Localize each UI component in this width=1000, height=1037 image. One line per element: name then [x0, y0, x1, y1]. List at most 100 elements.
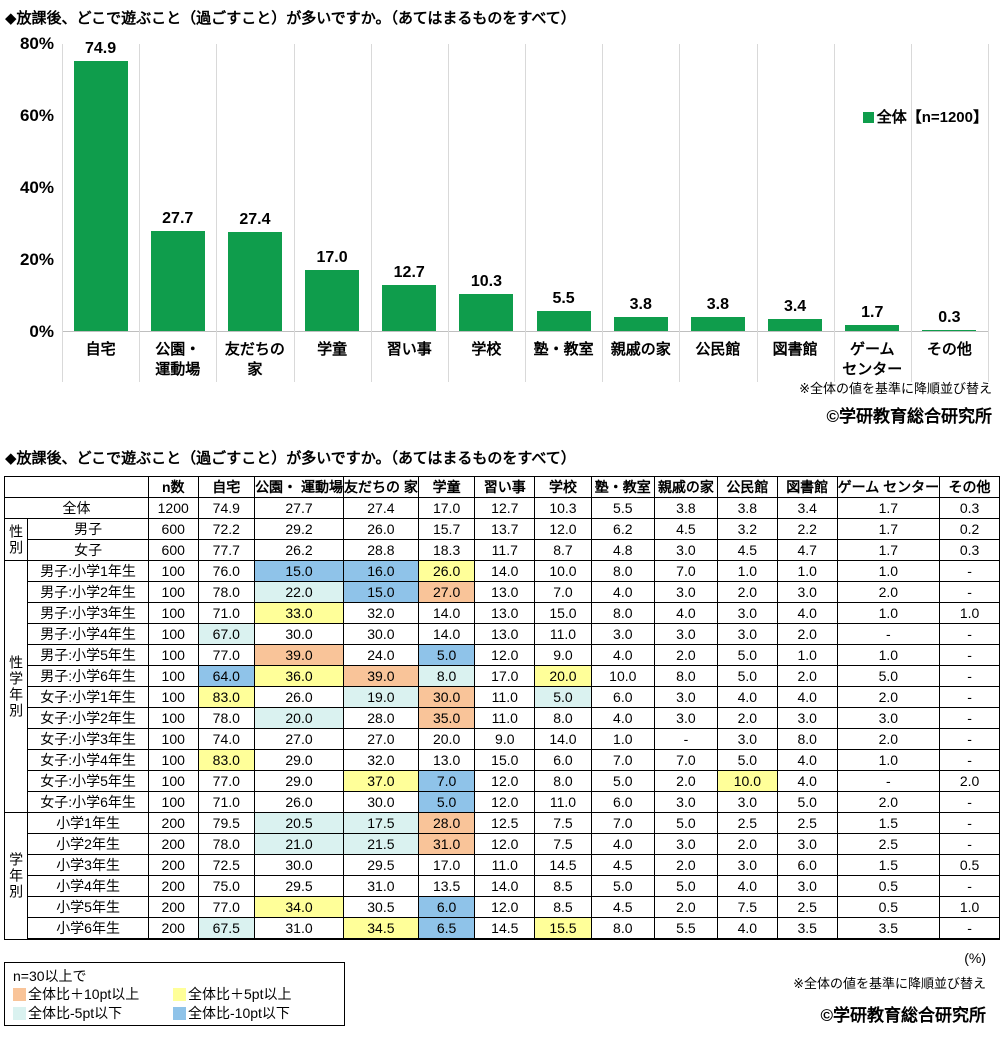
value-cell: 20.0	[534, 665, 592, 687]
value-cell: 1.5	[836, 812, 941, 834]
category-label: 習い事	[386, 341, 432, 358]
value-cell: 5.5	[590, 497, 655, 519]
value-cell: 13.7	[474, 518, 536, 540]
row-label: 小学4年生	[27, 875, 149, 897]
value-cell: 13.0	[474, 623, 536, 645]
value-cell: 1.0	[590, 728, 655, 750]
y-axis-tick: 80%	[19, 34, 54, 53]
value-cell: 3.8	[716, 497, 778, 519]
value-cell: 1.0	[836, 560, 941, 582]
gridline	[833, 44, 835, 382]
value-cell: 14.5	[474, 917, 536, 940]
value-cell: -	[939, 581, 1000, 603]
row-label: 女子	[27, 539, 149, 561]
value-cell: 3.0	[716, 791, 778, 813]
value-cell: 29.0	[254, 770, 344, 792]
value-cell: 14.0	[474, 875, 536, 897]
value-cell: 12.0	[474, 770, 536, 792]
table-sort-note: ※全体の値を基準に降順並び替え	[793, 976, 986, 991]
value-cell: 4.0	[590, 833, 655, 855]
value-cell: 0.5	[836, 896, 941, 918]
value-cell: 13.0	[474, 602, 536, 624]
category-label: ゲーム センター	[842, 341, 903, 378]
value-cell: 39.0	[342, 665, 419, 687]
value-cell: 3.0	[653, 539, 718, 561]
value-cell: -	[939, 686, 1000, 708]
gridline	[139, 44, 141, 382]
value-cell: 26.0	[254, 791, 344, 813]
value-cell: 6.5	[417, 917, 476, 940]
value-cell: 2.2	[776, 518, 838, 540]
value-cell: 72.5	[197, 854, 256, 876]
value-cell: 7.0	[534, 581, 592, 603]
value-cell: 17.0	[417, 854, 476, 876]
category-label: その他	[926, 341, 972, 358]
value-cell: 7.0	[590, 749, 655, 771]
value-cell: 77.0	[197, 644, 256, 666]
value-cell: 3.0	[653, 686, 718, 708]
value-cell: 27.0	[417, 581, 476, 603]
value-cell: 19.0	[342, 686, 419, 708]
gridline	[370, 44, 372, 382]
value-cell: 64.0	[197, 665, 256, 687]
value-cell: 39.0	[254, 644, 344, 666]
table-notes: (%) ※全体の値を基準に降順並び替え ©学研教育総合研究所	[793, 950, 986, 1026]
legend-item: 全体比-10pt以下	[173, 1004, 333, 1023]
value-cell: 12.0	[474, 791, 536, 813]
value-cell: 14.0	[534, 728, 592, 750]
value-cell: 72.2	[197, 518, 256, 540]
unit-label: (%)	[964, 950, 986, 966]
value-cell: 12.7	[474, 497, 536, 519]
value-cell: 3.0	[776, 833, 838, 855]
p10-swatch-icon	[13, 988, 26, 1001]
n-value: 100	[147, 770, 199, 792]
value-cell: 1.0	[836, 644, 941, 666]
value-cell: 11.0	[474, 707, 536, 729]
value-cell: 1.0	[836, 749, 941, 771]
gridline	[988, 44, 989, 382]
value-cell: 3.0	[653, 707, 718, 729]
value-cell: 15.5	[534, 917, 592, 940]
chart-copyright: ©学研教育総合研究所	[826, 407, 992, 426]
value-cell: 67.5	[197, 917, 256, 940]
value-cell: 4.8	[590, 539, 655, 561]
value-cell: 30.0	[254, 623, 344, 645]
table-copyright: ©学研教育総合研究所	[820, 1006, 986, 1025]
value-cell: 10.0	[534, 560, 592, 582]
bar	[536, 311, 591, 331]
n-value: 100	[147, 623, 199, 645]
bar-value-label: 0.3	[938, 308, 961, 326]
value-cell: 1.0	[939, 602, 1000, 624]
n-value: 200	[147, 917, 199, 940]
value-cell: 2.0	[836, 581, 941, 603]
value-cell: 24.0	[342, 644, 419, 666]
category-label: 自宅	[85, 341, 116, 358]
value-cell: 4.5	[590, 896, 655, 918]
value-cell: 5.0	[716, 644, 778, 666]
value-cell: 33.0	[254, 602, 344, 624]
row-label: 全体	[4, 497, 149, 519]
value-cell: 0.5	[836, 875, 941, 897]
legend-item-label: 全体比-5pt以下	[28, 1005, 123, 1021]
value-cell: -	[939, 812, 1000, 834]
value-cell: 31.0	[417, 833, 476, 855]
bar	[305, 269, 360, 331]
value-cell: 15.0	[474, 749, 536, 771]
value-cell: 11.0	[474, 854, 536, 876]
value-cell: 8.0	[653, 665, 718, 687]
value-cell: 22.0	[254, 581, 344, 603]
row-label: 女子:小学6年生	[27, 791, 149, 813]
table-title: ◆放課後、どこで遊ぶこと（過ごすこと）が多いですか。（あてはまるものをすべて）	[5, 450, 576, 467]
value-cell: 74.0	[197, 728, 256, 750]
value-cell: 30.0	[342, 623, 419, 645]
value-cell: 17.5	[342, 812, 419, 834]
n-value: 200	[147, 875, 199, 897]
legend-row: 全体比-5pt以下 全体比-10pt以下	[13, 1004, 336, 1023]
chart-sort-note: ※全体の値を基準に降順並び替え	[799, 381, 992, 396]
value-cell: 8.0	[417, 665, 476, 687]
value-cell: 2.0	[716, 581, 778, 603]
n-value: 100	[147, 665, 199, 687]
value-cell: 5.0	[417, 791, 476, 813]
value-cell: 4.0	[653, 602, 718, 624]
value-cell: 7.5	[534, 812, 592, 834]
